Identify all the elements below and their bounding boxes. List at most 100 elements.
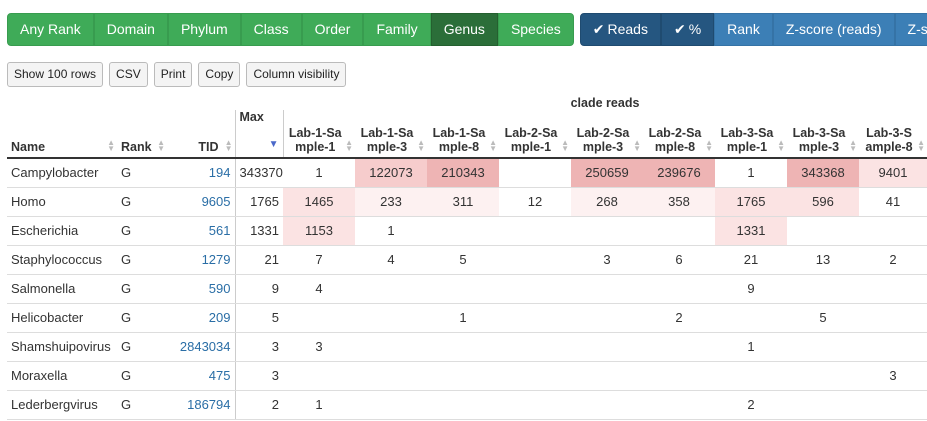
max-value: 3 (234, 361, 283, 391)
print-button[interactable]: Print (153, 62, 193, 87)
sample-value (787, 332, 859, 362)
taxon-id-link[interactable]: 561 (208, 223, 231, 238)
sample-value (355, 332, 427, 362)
max-value: 21 (234, 245, 283, 275)
column-header-lab-3-sample-1[interactable]: Lab-3-Sample-1 ▲ ▼ (715, 110, 787, 159)
rank-button-domain[interactable]: Domain (93, 13, 168, 46)
table-row[interactable]: Campylobacter G 194 343370 1 122073 210343 2506… (7, 158, 927, 188)
column-header-lab-1-sample-8[interactable]: Lab-1-Sample-8 ▲ ▼ (427, 110, 499, 159)
max-value: 3 (234, 332, 283, 362)
table-row[interactable]: Helicobacter G 209 5 1 2 5 (7, 303, 927, 333)
column-header-lab-2-sample-3-label: Lab-2-Sample-3 (576, 126, 630, 154)
column-visibility-button[interactable]: Column visibility (246, 62, 347, 87)
taxon-rank: G (117, 361, 167, 391)
taxon-id-link[interactable]: 186794 (187, 397, 231, 412)
taxon-tid-cell: 2843034 (167, 332, 235, 362)
sample-value: 41 (859, 187, 927, 217)
max-value: 343370 (234, 158, 283, 188)
taxon-id-link[interactable]: 194 (208, 165, 231, 181)
rank-button-species[interactable]: Species (497, 13, 574, 46)
max-value: 1765 (234, 187, 283, 217)
column-header-tid[interactable]: TID ▲ ▼ (167, 110, 235, 159)
taxon-name: Moraxella (7, 361, 117, 391)
column-header-name[interactable]: Name ▲ ▼ (7, 110, 117, 159)
rank-button-phylum[interactable]: Phylum (167, 13, 241, 46)
table-row[interactable]: Lederbergvirus G 186794 2 1 2 (7, 390, 927, 420)
sample-value (643, 390, 715, 420)
taxon-id-link[interactable]: 1279 (201, 252, 231, 267)
sample-value: 12 (499, 187, 571, 217)
sort-icon: ▲ ▼ (633, 138, 641, 153)
sample-value (427, 361, 499, 391)
sample-value: 250659 (571, 158, 643, 188)
taxon-id-link[interactable]: 209 (208, 310, 231, 325)
sample-value: 233 (355, 187, 427, 217)
taxon-rank: G (117, 216, 167, 246)
table-row[interactable]: Salmonella G 590 9 4 9 (7, 274, 927, 304)
metric-button-percent[interactable]: ✔% (660, 13, 715, 46)
column-header-max[interactable]: Max ▼ (234, 110, 283, 159)
sample-value: 9 (715, 274, 787, 304)
taxon-id-link[interactable]: 590 (208, 281, 231, 296)
sample-value (427, 216, 499, 246)
sample-value (499, 361, 571, 391)
metric-button-reads[interactable]: ✔ Reads (579, 13, 661, 46)
table-row[interactable]: Shamshuipovirus G 2843034 3 3 1 (7, 332, 927, 362)
metric-button-z-score[interactable]: Z-score (%) (894, 13, 927, 46)
sample-value: 358 (643, 187, 715, 217)
sample-value (643, 274, 715, 304)
sample-value: 1 (283, 390, 355, 420)
taxon-rank: G (117, 332, 167, 362)
sample-value: 4 (355, 245, 427, 275)
metric-button-label: Z-score (%) (907, 21, 927, 37)
check-icon: ✔ (673, 21, 686, 37)
sample-value: 1331 (715, 216, 787, 246)
column-header-lab-3-sample-3[interactable]: Lab-3-Sample-3 ▲ ▼ (787, 110, 859, 159)
sample-value (643, 332, 715, 362)
sample-value: 21 (715, 245, 787, 275)
metric-button-z-score-reads[interactable]: Z-score (reads) (772, 13, 895, 46)
header-spacer (7, 96, 283, 110)
column-header-lab-2-sample-3[interactable]: Lab-2-Sample-3 ▲ ▼ (571, 110, 643, 159)
taxon-tid-cell: 561 (167, 216, 235, 246)
sample-value (787, 274, 859, 304)
sort-icon: ▲ ▼ (777, 138, 785, 153)
taxon-id-link[interactable]: 9605 (201, 194, 231, 209)
csv-button[interactable]: CSV (109, 62, 148, 87)
sample-value: 6 (643, 245, 715, 275)
rank-button-class[interactable]: Class (240, 13, 302, 46)
taxon-tid-cell: 1279 (167, 245, 235, 275)
sample-value (499, 158, 571, 188)
column-header-lab-3-sample-8[interactable]: Lab-3-Sample-8 ▲ ▼ (859, 110, 927, 159)
sample-value (355, 303, 427, 333)
metric-button-rank[interactable]: Rank (714, 13, 773, 46)
column-header-lab-1-sample-3[interactable]: Lab-1-Sample-3 ▲ ▼ (355, 110, 427, 159)
copy-button[interactable]: Copy (198, 62, 241, 87)
sample-value (499, 274, 571, 304)
sample-value: 1153 (283, 216, 355, 246)
column-header-lab-1-sample-1[interactable]: Lab-1-Sample-1 ▲ ▼ (282, 110, 355, 159)
rank-button-family[interactable]: Family (363, 13, 431, 46)
column-header-lab-2-sample-1[interactable]: Lab-2-Sample-1 ▲ ▼ (499, 110, 571, 159)
sample-value (787, 390, 859, 420)
rank-button-genus[interactable]: Genus (430, 13, 498, 46)
taxon-name: Shamshuipovirus (7, 332, 117, 362)
table-row[interactable]: Homo G 9605 1765 1465 233 311 12 268 358 1765 596 41 (7, 187, 927, 217)
taxon-id-link[interactable]: 475 (208, 368, 231, 383)
metric-button-label: Reads (607, 21, 648, 37)
rank-button-any-rank[interactable]: Any Rank (7, 13, 94, 46)
table-row[interactable]: Moraxella G 475 3 3 (7, 361, 927, 391)
taxon-id-link[interactable]: 2843034 (179, 339, 231, 354)
table-row[interactable]: Staphylococcus G 1279 21 7 4 5 3 6 21 13 2 (7, 245, 927, 275)
column-header-lab-3-sample-1-label: Lab-3-Sample-1 (720, 126, 774, 154)
rank-button-order[interactable]: Order (301, 13, 364, 46)
column-header-lab-2-sample-8-label: Lab-2-Sample-8 (648, 126, 702, 154)
show-100-rows-button[interactable]: Show 100 rows (7, 62, 104, 87)
sort-icon: ▲ ▼ (705, 138, 713, 153)
column-header-rank[interactable]: Rank ▲ ▼ (117, 110, 167, 159)
table-row[interactable]: Escherichia G 561 1331 1153 1 1331 (7, 216, 927, 246)
column-header-max-label: Max (239, 110, 264, 124)
taxon-rank: G (117, 187, 167, 217)
column-header-lab-2-sample-8[interactable]: Lab-2-Sample-8 ▲ ▼ (643, 110, 715, 159)
